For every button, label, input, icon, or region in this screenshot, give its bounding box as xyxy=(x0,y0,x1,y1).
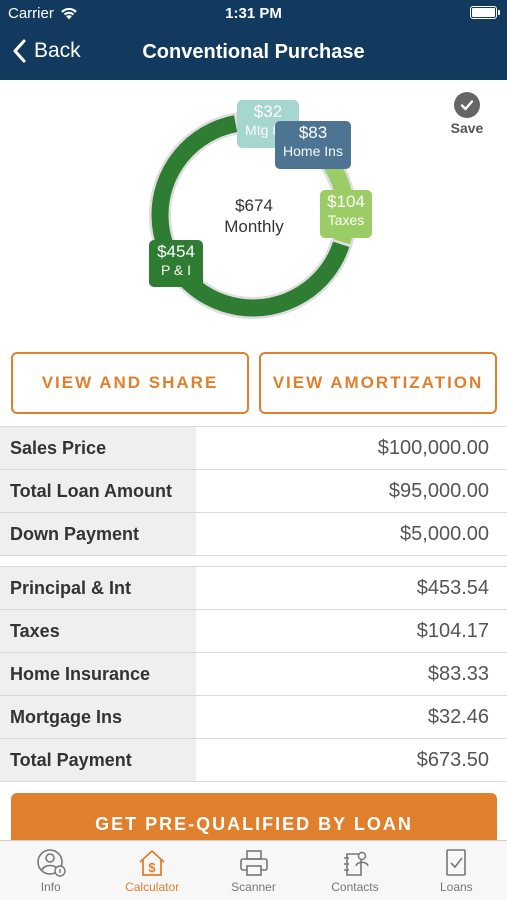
table-row[interactable]: Total Loan Amount $95,000.00 xyxy=(0,470,507,513)
table-row[interactable]: Down Payment $5,000.00 xyxy=(0,513,507,556)
tab-label: Contacts xyxy=(331,880,379,894)
checkmark-icon xyxy=(454,92,480,118)
table-row[interactable]: Total Payment $673.50 xyxy=(0,739,507,782)
loan-summary-table: Sales Price $100,000.00 Total Loan Amoun… xyxy=(0,426,507,556)
segment-amount: $83 xyxy=(298,123,328,142)
tab-label: Calculator xyxy=(125,880,180,894)
navigation-bar: Back Conventional Purchase xyxy=(0,28,507,80)
segment-amount: $104 xyxy=(327,192,365,211)
table-row[interactable]: Mortgage Ins $32.46 xyxy=(0,696,507,739)
segment-bubble-p-and-i: $454 P & I xyxy=(149,240,203,287)
row-value: $5,000.00 xyxy=(196,513,507,555)
wifi-icon xyxy=(61,7,77,20)
back-button[interactable]: Back xyxy=(12,39,81,63)
view-amortization-button[interactable]: VIEW AMORTIZATION xyxy=(259,352,497,414)
row-value: $83.33 xyxy=(196,653,507,695)
segment-label: Home Ins xyxy=(283,143,343,159)
tab-label: Loans xyxy=(439,880,473,894)
tab-loans[interactable]: Loans xyxy=(406,841,507,900)
row-label: Total Loan Amount xyxy=(0,470,196,512)
tab-calculator[interactable]: $ Calculator xyxy=(101,841,202,900)
battery-icon xyxy=(470,6,500,19)
monthly-total-amount: $674 xyxy=(235,196,273,215)
loans-document-icon xyxy=(446,849,467,876)
status-bar: Carrier 1:31 PM xyxy=(0,0,507,28)
row-value: $673.50 xyxy=(196,739,507,781)
row-value: $32.46 xyxy=(196,696,507,738)
svg-text:$: $ xyxy=(148,860,156,875)
chevron-left-icon xyxy=(13,39,26,63)
segment-amount: $454 xyxy=(157,242,195,261)
row-label: Mortgage Ins xyxy=(0,696,196,738)
segment-bubble-home-ins: $83 Home Ins xyxy=(275,121,351,169)
row-label: Total Payment xyxy=(0,739,196,781)
monthly-total-caption: Monthly xyxy=(224,217,284,236)
row-value: $100,000.00 xyxy=(196,427,507,469)
segment-label: Taxes xyxy=(327,212,365,228)
row-label: Principal & Int xyxy=(0,567,196,609)
save-button[interactable]: Save xyxy=(447,92,487,136)
save-label: Save xyxy=(450,120,484,136)
info-person-icon xyxy=(36,849,66,877)
table-row[interactable]: Sales Price $100,000.00 xyxy=(0,427,507,470)
scanner-printer-icon xyxy=(239,850,268,876)
tab-bar: Info $ Calculator Scanner Contacts Lo xyxy=(0,840,507,900)
get-pre-qualified-button[interactable]: GET PRE-QUALIFIED BY LOAN xyxy=(11,793,497,848)
table-row[interactable]: Taxes $104.17 xyxy=(0,610,507,653)
row-value: $104.17 xyxy=(196,610,507,652)
row-label: Home Insurance xyxy=(0,653,196,695)
row-label: Taxes xyxy=(0,610,196,652)
carrier-label: Carrier xyxy=(8,5,54,22)
contacts-icon xyxy=(343,851,369,876)
monthly-total-label: $674 Monthly xyxy=(204,195,304,237)
table-row[interactable]: Home Insurance $83.33 xyxy=(0,653,507,696)
table-row[interactable]: Principal & Int $453.54 xyxy=(0,567,507,610)
page-title: Conventional Purchase xyxy=(142,41,365,63)
row-label: Sales Price xyxy=(0,427,196,469)
carrier-indicator: Carrier xyxy=(8,5,78,22)
segment-bubble-taxes: $104 Taxes xyxy=(320,190,372,238)
row-label: Down Payment xyxy=(0,513,196,555)
segment-label: P & I xyxy=(160,262,192,278)
view-and-share-button[interactable]: VIEW AND SHARE xyxy=(11,352,249,414)
row-value: $453.54 xyxy=(196,567,507,609)
tab-info[interactable]: Info xyxy=(0,841,101,900)
row-value: $95,000.00 xyxy=(196,470,507,512)
action-button-row: VIEW AND SHARE VIEW AMORTIZATION xyxy=(11,352,497,414)
payment-breakdown-table: Principal & Int $453.54 Taxes $104.17 Ho… xyxy=(0,566,507,782)
tab-scanner[interactable]: Scanner xyxy=(203,841,304,900)
back-label: Back xyxy=(34,39,81,62)
segment-amount: $32 xyxy=(253,102,283,121)
tab-label: Info xyxy=(40,880,61,894)
clock: 1:31 PM xyxy=(225,5,282,22)
tab-label: Scanner xyxy=(231,880,276,894)
calculator-house-icon: $ xyxy=(139,850,165,876)
tab-contacts[interactable]: Contacts xyxy=(304,841,405,900)
